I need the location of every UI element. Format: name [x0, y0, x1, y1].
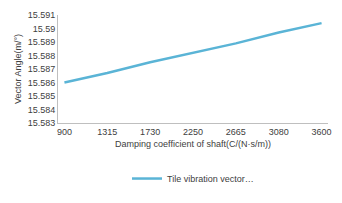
svg-text:Tile vibration vector…: Tile vibration vector…: [167, 174, 254, 184]
svg-text:15.588: 15.588: [28, 51, 56, 61]
svg-text:Vector Angle(m/°): Vector Angle(m/°): [13, 34, 23, 104]
svg-text:15.583: 15.583: [28, 118, 56, 128]
svg-text:15.585: 15.585: [28, 91, 56, 101]
svg-text:2250: 2250: [183, 127, 203, 137]
svg-text:3600: 3600: [312, 127, 332, 137]
svg-text:15.589: 15.589: [28, 37, 56, 47]
svg-text:900: 900: [57, 127, 72, 137]
svg-text:1730: 1730: [140, 127, 160, 137]
svg-text:1315: 1315: [97, 127, 117, 137]
svg-text:2665: 2665: [226, 127, 246, 137]
svg-text:3080: 3080: [269, 127, 289, 137]
svg-text:15.591: 15.591: [28, 10, 56, 20]
svg-text:15.587: 15.587: [28, 64, 56, 74]
svg-text:15.59: 15.59: [33, 24, 56, 34]
svg-text:15.586: 15.586: [28, 78, 56, 88]
svg-text:Damping coefficient of shaft(C: Damping coefficient of shaft(C/(N·s/m)): [115, 139, 271, 149]
svg-text:15.584: 15.584: [28, 105, 56, 115]
